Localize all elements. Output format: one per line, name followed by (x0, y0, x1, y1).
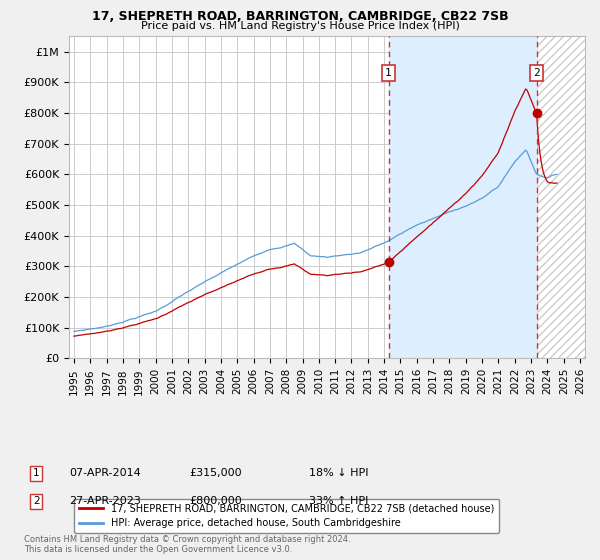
Text: 27-APR-2023: 27-APR-2023 (69, 496, 141, 506)
Text: 1: 1 (33, 468, 40, 478)
Bar (536, 36, 600, 358)
Bar (536, 36, 600, 358)
Text: 07-APR-2014: 07-APR-2014 (69, 468, 141, 478)
Text: £315,000: £315,000 (189, 468, 242, 478)
Text: 2: 2 (33, 496, 40, 506)
Bar (389, 36, 536, 358)
Text: Contains HM Land Registry data © Crown copyright and database right 2024.
This d: Contains HM Land Registry data © Crown c… (24, 535, 350, 554)
Text: 18% ↓ HPI: 18% ↓ HPI (309, 468, 368, 478)
Text: 1: 1 (385, 68, 392, 78)
Text: 2: 2 (533, 68, 540, 78)
Legend: 17, SHEPRETH ROAD, BARRINGTON, CAMBRIDGE, CB22 7SB (detached house), HPI: Averag: 17, SHEPRETH ROAD, BARRINGTON, CAMBRIDGE… (74, 498, 499, 533)
Text: £800,000: £800,000 (189, 496, 242, 506)
Text: 33% ↑ HPI: 33% ↑ HPI (309, 496, 368, 506)
Text: Price paid vs. HM Land Registry's House Price Index (HPI): Price paid vs. HM Land Registry's House … (140, 21, 460, 31)
Text: 17, SHEPRETH ROAD, BARRINGTON, CAMBRIDGE, CB22 7SB: 17, SHEPRETH ROAD, BARRINGTON, CAMBRIDGE… (92, 10, 508, 23)
